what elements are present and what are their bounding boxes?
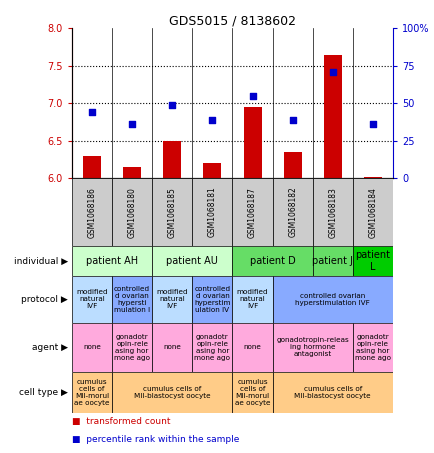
Bar [203, 164, 221, 178]
Text: modified
natural
IVF: modified natural IVF [236, 289, 268, 309]
Title: GDS5015 / 8138602: GDS5015 / 8138602 [169, 14, 295, 27]
Text: cumulus
cells of
MII-morul
ae oocyte: cumulus cells of MII-morul ae oocyte [74, 379, 109, 406]
Bar [192, 276, 232, 323]
Text: none: none [163, 344, 181, 350]
Text: GSM1068187: GSM1068187 [247, 187, 256, 237]
Bar [152, 246, 232, 276]
Bar [312, 246, 352, 276]
Bar [272, 276, 392, 323]
Text: GSM1068180: GSM1068180 [128, 187, 136, 237]
Bar [112, 276, 152, 323]
Text: cell type ▶: cell type ▶ [19, 388, 68, 397]
Bar [72, 178, 112, 246]
Bar [152, 323, 192, 371]
Point [368, 120, 375, 128]
Text: cumulus cells of
MII-blastocyst oocyte: cumulus cells of MII-blastocyst oocyte [134, 386, 210, 399]
Point [289, 116, 296, 124]
Text: controlled ovarian
hyperstimulation IVF: controlled ovarian hyperstimulation IVF [295, 293, 369, 306]
Text: modified
natural
IVF: modified natural IVF [76, 289, 108, 309]
Bar [112, 323, 152, 371]
Bar [272, 178, 312, 246]
Text: gonadotr
opin-rele
asing hor
mone ago: gonadotr opin-rele asing hor mone ago [194, 334, 230, 361]
Bar [72, 276, 112, 323]
Text: modified
natural
IVF: modified natural IVF [156, 289, 187, 309]
Bar [243, 107, 261, 178]
Bar [352, 246, 392, 276]
Point [89, 109, 95, 116]
Text: GSM1068183: GSM1068183 [328, 187, 336, 237]
Bar [163, 141, 181, 178]
Text: controlled
d ovarian
hyperstim
ulation IV: controlled d ovarian hyperstim ulation I… [194, 286, 230, 313]
Bar [112, 178, 152, 246]
Bar [112, 371, 232, 413]
Text: protocol ▶: protocol ▶ [21, 295, 68, 304]
Text: agent ▶: agent ▶ [32, 342, 68, 352]
Text: patient AU: patient AU [166, 256, 218, 266]
Text: GSM1068181: GSM1068181 [207, 187, 217, 237]
Text: patient J: patient J [312, 256, 352, 266]
Bar [312, 178, 352, 246]
Bar [152, 276, 192, 323]
Bar [232, 178, 272, 246]
Bar [192, 178, 232, 246]
Text: cumulus
cells of
MII-morul
ae oocyte: cumulus cells of MII-morul ae oocyte [234, 379, 270, 406]
Bar [232, 276, 272, 323]
Bar [272, 323, 352, 371]
Point [249, 92, 256, 100]
Text: patient AH: patient AH [86, 256, 138, 266]
Bar [232, 246, 312, 276]
Bar [192, 323, 232, 371]
Bar [352, 323, 392, 371]
Text: patient
L: patient L [355, 250, 390, 272]
Bar [123, 167, 141, 178]
Bar [232, 371, 272, 413]
Bar [72, 371, 112, 413]
Text: gonadotropin-releas
ing hormone
antagonist: gonadotropin-releas ing hormone antagoni… [276, 337, 349, 357]
Bar [152, 178, 192, 246]
Bar [72, 323, 112, 371]
Text: individual ▶: individual ▶ [13, 256, 68, 265]
Point [329, 68, 335, 76]
Text: gonadotr
opin-rele
asing hor
mone ago: gonadotr opin-rele asing hor mone ago [114, 334, 150, 361]
Text: controlled
d ovarian
hypersti
mulation I: controlled d ovarian hypersti mulation I [114, 286, 150, 313]
Text: GSM1068184: GSM1068184 [368, 187, 377, 237]
Bar [72, 246, 152, 276]
Point [168, 101, 175, 108]
Point [128, 120, 135, 128]
Text: none: none [83, 344, 101, 350]
Bar [272, 371, 392, 413]
Bar [352, 178, 392, 246]
Bar [363, 177, 381, 178]
Text: none: none [243, 344, 261, 350]
Text: gonadotr
opin-rele
asing hor
mone ago: gonadotr opin-rele asing hor mone ago [354, 334, 390, 361]
Bar [232, 323, 272, 371]
Bar [323, 54, 341, 178]
Text: cumulus cells of
MII-blastocyst oocyte: cumulus cells of MII-blastocyst oocyte [294, 386, 370, 399]
Text: ■  transformed count: ■ transformed count [72, 417, 170, 426]
Bar [83, 156, 101, 178]
Text: GSM1068182: GSM1068182 [287, 187, 296, 237]
Point [208, 116, 215, 124]
Text: GSM1068186: GSM1068186 [87, 187, 96, 237]
Bar [283, 152, 301, 178]
Text: GSM1068185: GSM1068185 [168, 187, 176, 237]
Text: patient D: patient D [249, 256, 295, 266]
Text: ■  percentile rank within the sample: ■ percentile rank within the sample [72, 435, 239, 444]
